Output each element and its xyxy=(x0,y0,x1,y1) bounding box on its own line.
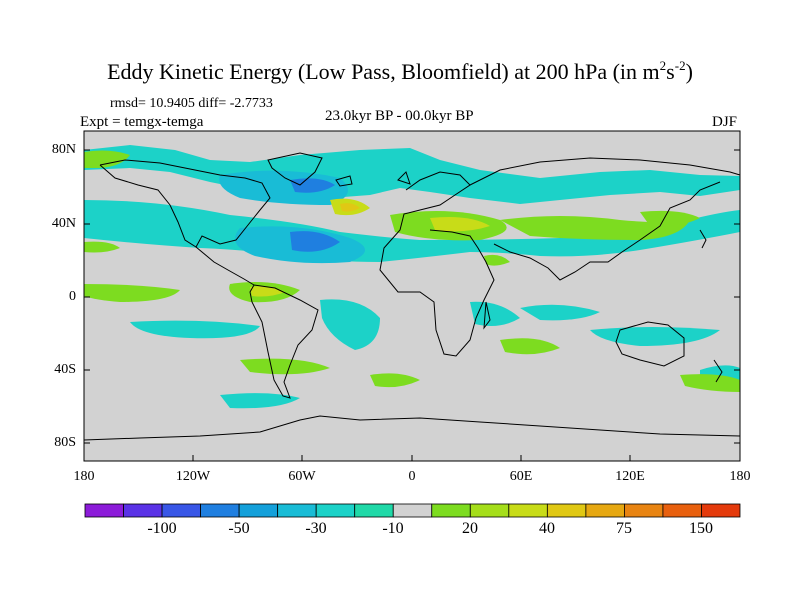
colorbar-swatch xyxy=(469,503,510,518)
colorbar-label: 40 xyxy=(539,520,555,537)
lon-label: 60E xyxy=(509,469,533,484)
colorbar-swatch xyxy=(200,503,240,518)
south-indian-positive xyxy=(500,338,560,355)
colorbar-swatch xyxy=(238,503,279,518)
indian-negative xyxy=(470,301,520,326)
plot-title: Eddy Kinetic Energy (Low Pass, Bloomfiel… xyxy=(107,58,693,84)
atlantic-strong-negative xyxy=(290,178,335,193)
colorbar-swatch xyxy=(84,503,124,518)
lat-label: 40N xyxy=(51,216,76,231)
south-atlantic-positive xyxy=(240,358,330,375)
lon-label: 60W xyxy=(288,469,316,484)
pacific-positive xyxy=(84,241,120,253)
period-label: 23.0kyr BP - 00.0kyr BP xyxy=(325,108,474,124)
japan-positive xyxy=(640,210,700,227)
coast-na-west xyxy=(99,164,197,248)
colorbar-swatch xyxy=(701,503,741,518)
coast-madagascar xyxy=(483,301,491,330)
colorbar-swatch xyxy=(392,503,433,518)
south-pacific-negative xyxy=(130,320,260,339)
australia-negative xyxy=(590,327,720,346)
coast-south-america xyxy=(249,284,319,399)
lat-label: 80N xyxy=(51,142,76,157)
colorbar-swatch xyxy=(315,503,356,518)
coast-new-zealand xyxy=(713,359,723,383)
colorbar-label: 75 xyxy=(616,520,632,537)
colorbar-label: -50 xyxy=(228,520,250,537)
colorbar-label: -30 xyxy=(305,520,327,537)
coast-asia-north xyxy=(469,157,741,186)
colorbar-label: 150 xyxy=(689,520,713,537)
colorbar-swatch xyxy=(624,503,664,518)
indian-negative-2 xyxy=(520,304,600,321)
coast-antarctica xyxy=(83,415,741,441)
colorbar-swatch xyxy=(431,503,471,518)
coast-britain xyxy=(397,171,411,185)
coastlines xyxy=(83,152,741,441)
coast-japan xyxy=(699,229,707,249)
lon-label: 0 xyxy=(408,469,416,484)
season-label: DJF xyxy=(712,114,738,130)
colorbar-swatch xyxy=(277,503,317,518)
coast-australia xyxy=(615,321,685,367)
lat-label: 0 xyxy=(69,289,76,304)
lat-label: 40S xyxy=(54,362,76,377)
anomaly-shading xyxy=(84,145,740,409)
lon-label: 120W xyxy=(175,469,211,484)
coast-north-america xyxy=(99,159,271,286)
experiment-label: Expt = temgx-temga xyxy=(80,114,204,130)
coast-iceland xyxy=(335,175,353,187)
lat-label: 80S xyxy=(54,435,76,450)
alaska-positive xyxy=(84,150,130,168)
colorbar xyxy=(84,503,741,518)
mediterranean-mid-positive xyxy=(430,217,490,232)
east-pacific-positive xyxy=(84,284,180,302)
coast-asia-south xyxy=(493,181,721,281)
colorbar-swatch xyxy=(662,503,702,518)
asia-positive xyxy=(500,216,690,240)
lon-label: 180 xyxy=(73,469,95,484)
coast-greenland xyxy=(267,152,323,186)
stats-label: rmsd= 10.9405 diff= -2.7733 xyxy=(110,96,273,111)
arabia-positive xyxy=(484,254,510,266)
lon-label: 180 xyxy=(729,469,751,484)
sw-pacific-positive xyxy=(680,374,740,392)
southern-ocean-negative xyxy=(220,393,300,409)
colorbar-swatch xyxy=(546,503,587,518)
colorbar-label: -100 xyxy=(147,520,177,537)
colorbar-label: -10 xyxy=(382,520,404,537)
lon-label: 120E xyxy=(615,469,645,484)
colorbar-swatch xyxy=(508,503,548,518)
southern-positive xyxy=(370,373,420,388)
south-atlantic-negative xyxy=(320,299,380,350)
axis-ticks xyxy=(84,149,740,461)
colorbar-swatch xyxy=(161,503,201,518)
colorbar-swatch xyxy=(123,503,163,518)
colorbar-swatch xyxy=(354,503,394,518)
atlantic-strong-positive xyxy=(340,203,360,212)
colorbar-swatch xyxy=(585,503,625,518)
coast-europe-africa xyxy=(379,171,495,357)
colorbar-label: 20 xyxy=(462,520,478,537)
subtropical-strong-negative xyxy=(290,231,340,252)
